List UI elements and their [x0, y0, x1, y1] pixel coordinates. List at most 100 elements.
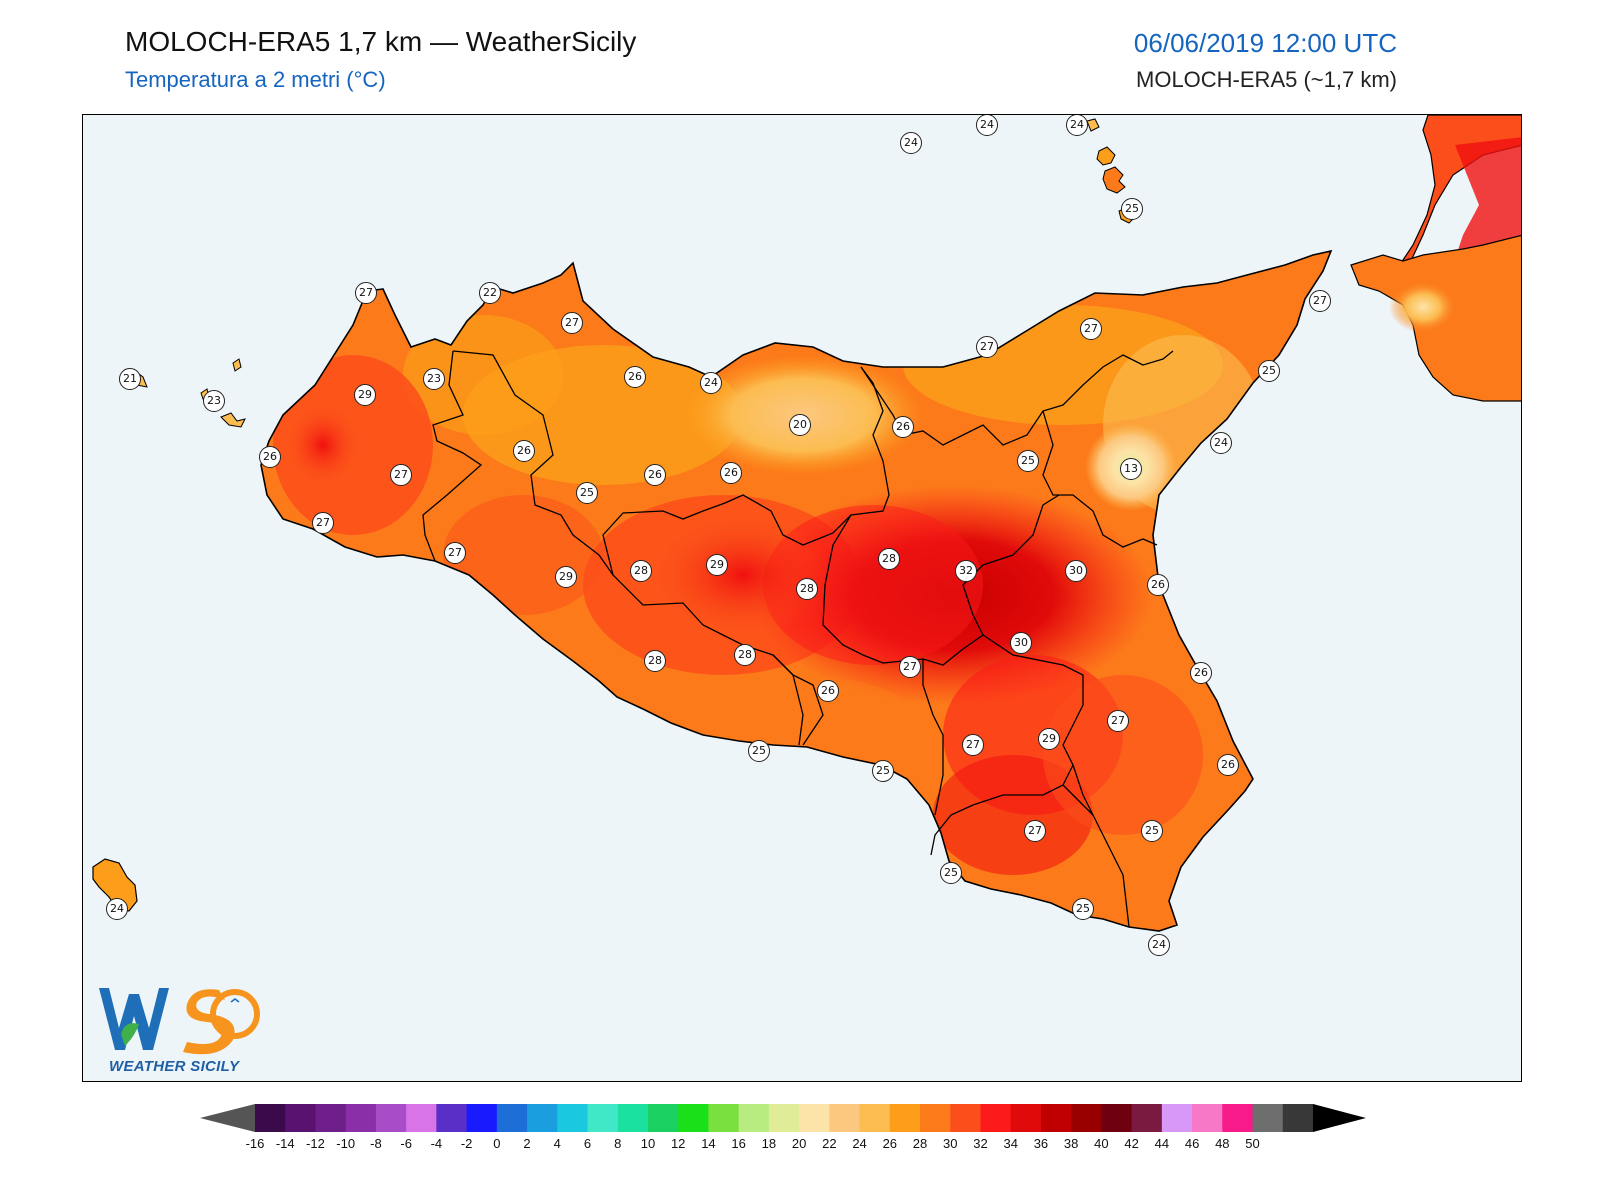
- colorbar-swatch: [647, 1104, 679, 1132]
- station-markers: 24 24 24 25 27 22 27 27 21 23 23 29 26 24 20 26 25 27 27 25…: [83, 115, 1521, 1081]
- colorbar-tick-label: 38: [1063, 1136, 1079, 1151]
- colorbar-swatches: [200, 1104, 1366, 1132]
- colorbar-swatch: [496, 1104, 528, 1132]
- weather-sicily-logo: WEATHER SICILY: [95, 980, 265, 1080]
- valid-datetime: 06/06/2019 12:00 UTC: [1133, 28, 1397, 58]
- station-value: 24: [1066, 115, 1088, 136]
- colorbar-swatch: [1252, 1104, 1284, 1132]
- colorbar-tick-label: 26: [882, 1136, 898, 1151]
- map-subtitle: Temperatura a 2 metri (°C): [125, 67, 386, 92]
- colorbar-tick-label: 20: [791, 1136, 807, 1151]
- colorbar-tick-label: 32: [973, 1136, 988, 1151]
- colorbar-tick-label: 28: [912, 1136, 928, 1151]
- colorbar-tick-label: 42: [1124, 1136, 1139, 1151]
- station-value: 24: [700, 372, 722, 394]
- station-value: 25: [872, 760, 894, 782]
- model-label: MOLOCH-ERA5 (~1,7 km): [1136, 67, 1397, 92]
- colorbar-tick-label: -14: [275, 1136, 295, 1151]
- colorbar-tick-label: 30: [943, 1136, 958, 1151]
- colorbar-swatch: [799, 1104, 830, 1132]
- station-value: 27: [312, 512, 334, 534]
- station-value: 29: [555, 566, 577, 588]
- colorbar-swatch: [950, 1104, 981, 1132]
- station-value: 25: [1017, 450, 1039, 472]
- colorbar-tick-label: 14: [701, 1136, 716, 1151]
- station-value: 28: [630, 560, 652, 582]
- colorbar-swatch: [829, 1104, 861, 1132]
- colorbar-tick-label: 16: [731, 1136, 746, 1151]
- map-title: MOLOCH-ERA5 1,7 km — WeatherSicily: [125, 26, 637, 57]
- station-value: 32: [955, 560, 977, 582]
- colorbar-swatch: [406, 1104, 437, 1132]
- station-value: 24: [976, 115, 998, 136]
- colorbar-under-arrow: [200, 1104, 255, 1132]
- station-value: 26: [624, 366, 646, 388]
- station-value: 23: [203, 390, 225, 412]
- station-value: 26: [259, 446, 281, 468]
- station-value: 28: [796, 578, 818, 600]
- station-value: 24: [1148, 934, 1170, 956]
- colorbar-swatch: [859, 1104, 891, 1132]
- colorbar-tick-label: 36: [1033, 1136, 1049, 1151]
- colorbar-swatch: [617, 1104, 649, 1132]
- station-value: 27: [355, 282, 377, 304]
- colorbar-tick-label: 50: [1245, 1136, 1260, 1151]
- colorbar-swatch: [527, 1104, 558, 1132]
- station-value: 25: [1141, 820, 1163, 842]
- colorbar-tick-label: 10: [640, 1136, 656, 1151]
- station-value: 28: [644, 650, 666, 672]
- colorbar-over-arrow: [1313, 1104, 1366, 1132]
- colorbar-swatch: [708, 1104, 740, 1132]
- station-value: 25: [1072, 898, 1094, 920]
- station-value: 28: [878, 548, 900, 570]
- colorbar-swatch: [889, 1104, 921, 1132]
- colorbar-tick-label: 2: [523, 1136, 531, 1151]
- colorbar-swatch: [587, 1104, 619, 1132]
- station-value: 27: [899, 656, 921, 678]
- station-value: 26: [1190, 662, 1212, 684]
- station-value: 29: [706, 554, 728, 576]
- colorbar-swatch: [315, 1104, 347, 1132]
- colorbar-tick-label: 4: [553, 1136, 561, 1151]
- colorbar-tick-label: -8: [370, 1136, 382, 1151]
- colorbar-tick-label: 18: [761, 1136, 777, 1151]
- colorbar-swatch: [980, 1104, 1012, 1132]
- colorbar-tick-label: 46: [1184, 1136, 1200, 1151]
- station-value: 30: [1065, 560, 1087, 582]
- station-value: 25: [1121, 198, 1143, 220]
- station-value: 26: [720, 462, 742, 484]
- logo-text: WEATHER SICILY: [109, 1058, 240, 1075]
- colorbar-tick-label: 22: [822, 1136, 837, 1151]
- colorbar-swatch: [285, 1104, 316, 1132]
- station-value: 20: [789, 414, 811, 436]
- station-value: 26: [644, 464, 666, 486]
- colorbar-swatch: [375, 1104, 407, 1132]
- station-value: 24: [106, 898, 128, 920]
- colorbar-swatch: [255, 1104, 286, 1132]
- colorbar-swatch: [738, 1104, 770, 1132]
- station-value: 26: [1217, 754, 1239, 776]
- colorbar-swatch: [1161, 1104, 1193, 1132]
- colorbar-swatch: [1282, 1104, 1314, 1132]
- station-value: 21: [119, 368, 141, 390]
- station-value: 25: [748, 740, 770, 762]
- colorbar-tick-label: 44: [1154, 1136, 1170, 1151]
- colorbar-swatch: [1040, 1104, 1072, 1132]
- colorbar-tick-label: 12: [670, 1136, 686, 1151]
- colorbar-swatch: [436, 1104, 468, 1132]
- colorbar-swatch: [557, 1104, 589, 1132]
- colorbar-tick-label: -6: [400, 1136, 412, 1151]
- colorbar-swatch: [1010, 1104, 1042, 1132]
- station-value: 27: [444, 542, 466, 564]
- colorbar-tick-label: -10: [336, 1136, 356, 1151]
- station-value: 25: [576, 482, 598, 504]
- station-value: 28: [734, 644, 756, 666]
- temperature-map[interactable]: 24 24 24 25 27 22 27 27 21 23 23 29 26 24 20 26 25 27 27 25…: [82, 114, 1522, 1082]
- station-value: 29: [354, 384, 376, 406]
- colorbar-tick-label: 34: [1003, 1136, 1018, 1151]
- colorbar-swatch: [1222, 1104, 1254, 1132]
- station-value: 29: [1038, 728, 1060, 750]
- station-value: 27: [976, 336, 998, 358]
- colorbar-swatch: [466, 1104, 498, 1132]
- station-value: 25: [940, 862, 962, 884]
